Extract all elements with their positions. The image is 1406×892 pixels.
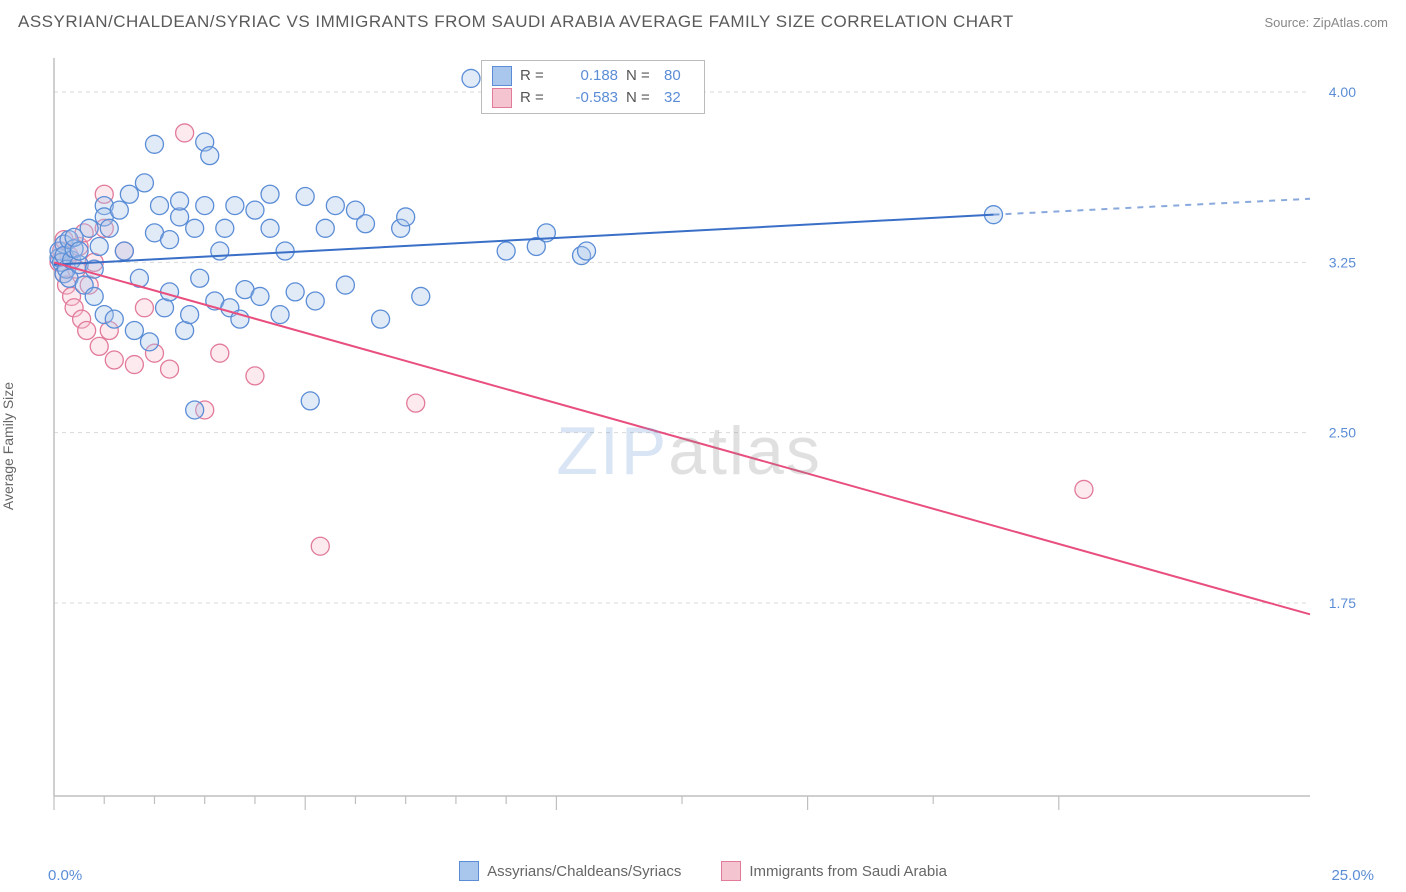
bottom-legend-label-b: Immigrants from Saudi Arabia [749,863,947,880]
legend-row-b: R = -0.583 N = 32 [492,87,694,109]
legend-n-label: N = [626,65,656,87]
chart-svg: 1.75 2.50 3.25 4.00 [46,46,1366,838]
bottom-legend: Assyrians/Chaldeans/Syriacs Immigrants f… [0,862,1406,882]
legend-r-value-a: 0.188 [558,65,618,87]
chart-title: ASSYRIAN/CHALDEAN/SYRIAC VS IMMIGRANTS F… [18,12,1014,32]
y-axis-label: Average Family Size [0,382,16,510]
svg-text:1.75: 1.75 [1329,595,1356,611]
legend-row-a: R = 0.188 N = 80 [492,65,694,87]
legend-swatch-b [492,88,512,108]
bottom-legend-item-a: Assyrians/Chaldeans/Syriacs [459,862,681,882]
correlation-legend: R = 0.188 N = 80 R = -0.583 N = 32 [481,60,705,114]
legend-r-value-b: -0.583 [558,87,618,109]
bottom-legend-label-a: Assyrians/Chaldeans/Syriacs [487,863,681,880]
title-bar: ASSYRIAN/CHALDEAN/SYRIAC VS IMMIGRANTS F… [18,12,1388,32]
svg-text:3.25: 3.25 [1329,254,1356,270]
legend-r-label: R = [520,65,550,87]
bottom-legend-swatch-b [721,861,741,881]
source-label: Source: ZipAtlas.com [1264,15,1388,30]
legend-n-value-b: 32 [664,87,694,109]
plot-area: 1.752.503.254.00 ZIPatlas R = 0.188 N = … [46,46,1366,838]
bottom-legend-item-b: Immigrants from Saudi Arabia [721,862,947,882]
legend-r-label: R = [520,87,550,109]
bottom-legend-swatch-a [459,861,479,881]
svg-text:2.50: 2.50 [1329,425,1356,441]
legend-n-value-a: 80 [664,65,694,87]
legend-swatch-a [492,66,512,86]
svg-text:4.00: 4.00 [1329,84,1356,100]
legend-n-label: N = [626,87,656,109]
